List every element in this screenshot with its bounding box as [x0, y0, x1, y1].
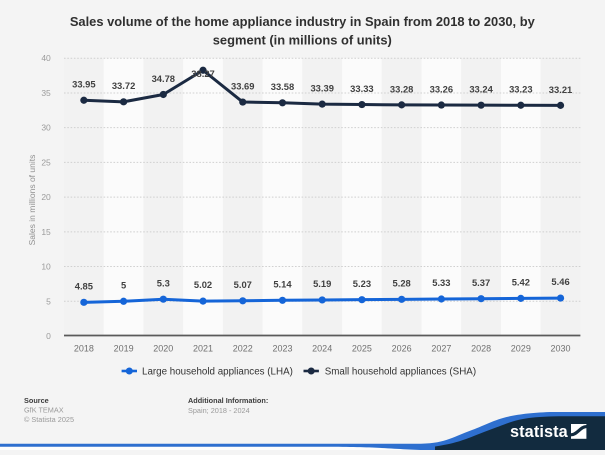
svg-text:Small household appliances (SH: Small household appliances (SHA): [325, 366, 476, 377]
svg-text:5.28: 5.28: [393, 277, 411, 288]
svg-text:5.3: 5.3: [157, 277, 170, 288]
svg-text:33.33: 33.33: [350, 83, 373, 94]
svg-text:2024: 2024: [312, 343, 332, 353]
svg-text:33.58: 33.58: [271, 81, 294, 92]
svg-text:33.69: 33.69: [231, 80, 254, 91]
svg-text:2027: 2027: [431, 343, 451, 353]
svg-text:Sales in millions of units: Sales in millions of units: [27, 155, 37, 246]
svg-text:5.37: 5.37: [472, 277, 490, 288]
svg-text:5.33: 5.33: [432, 277, 450, 288]
svg-text:20: 20: [41, 192, 51, 202]
svg-text:40: 40: [41, 53, 51, 63]
svg-text:5.02: 5.02: [194, 279, 212, 290]
svg-text:10: 10: [41, 262, 51, 272]
svg-text:statista: statista: [510, 423, 569, 441]
svg-text:38.27: 38.27: [191, 68, 214, 79]
svg-text:34.78: 34.78: [152, 73, 175, 84]
svg-text:33.24: 33.24: [469, 84, 493, 95]
svg-text:2029: 2029: [511, 343, 531, 353]
svg-text:30: 30: [41, 123, 51, 133]
svg-text:33.28: 33.28: [390, 83, 413, 94]
svg-text:GfK TEMAX: GfK TEMAX: [24, 406, 64, 415]
svg-text:5.23: 5.23: [353, 278, 371, 289]
svg-text:2028: 2028: [471, 343, 491, 353]
svg-text:2030: 2030: [551, 343, 571, 353]
svg-text:25: 25: [41, 157, 51, 167]
svg-text:5: 5: [46, 296, 51, 306]
svg-text:33.39: 33.39: [310, 83, 333, 94]
svg-text:2022: 2022: [233, 343, 253, 353]
svg-text:Spain; 2018 - 2024: Spain; 2018 - 2024: [188, 406, 250, 415]
svg-text:Large household appliances (LH: Large household appliances (LHA): [142, 366, 293, 377]
svg-text:Source: Source: [24, 396, 49, 405]
svg-text:2020: 2020: [153, 343, 173, 353]
svg-text:Additional Information:: Additional Information:: [188, 396, 268, 405]
svg-text:33.95: 33.95: [72, 79, 95, 90]
svg-text:segment (in millions of units): segment (in millions of units): [213, 33, 392, 48]
svg-text:33.23: 33.23: [509, 84, 532, 95]
svg-text:© Statista 2025: © Statista 2025: [24, 415, 74, 424]
svg-text:5.19: 5.19: [313, 278, 331, 289]
svg-text:15: 15: [41, 227, 51, 237]
svg-text:33.72: 33.72: [112, 80, 135, 91]
svg-text:33.21: 33.21: [549, 84, 572, 95]
svg-text:5.42: 5.42: [512, 276, 530, 287]
svg-text:2026: 2026: [392, 343, 412, 353]
svg-text:2021: 2021: [193, 343, 213, 353]
svg-text:5: 5: [121, 279, 126, 290]
svg-text:2025: 2025: [352, 343, 372, 353]
svg-text:2019: 2019: [114, 343, 134, 353]
svg-text:4.85: 4.85: [75, 280, 93, 291]
svg-text:35: 35: [41, 88, 51, 98]
svg-text:2018: 2018: [74, 343, 94, 353]
svg-text:0: 0: [46, 331, 51, 341]
svg-text:2023: 2023: [272, 343, 292, 353]
svg-text:5.14: 5.14: [273, 278, 292, 289]
svg-text:Sales volume of the home appli: Sales volume of the home appliance indus…: [70, 14, 536, 29]
svg-text:33.26: 33.26: [430, 83, 453, 94]
svg-text:5.46: 5.46: [551, 276, 569, 287]
svg-text:5.07: 5.07: [234, 279, 252, 290]
